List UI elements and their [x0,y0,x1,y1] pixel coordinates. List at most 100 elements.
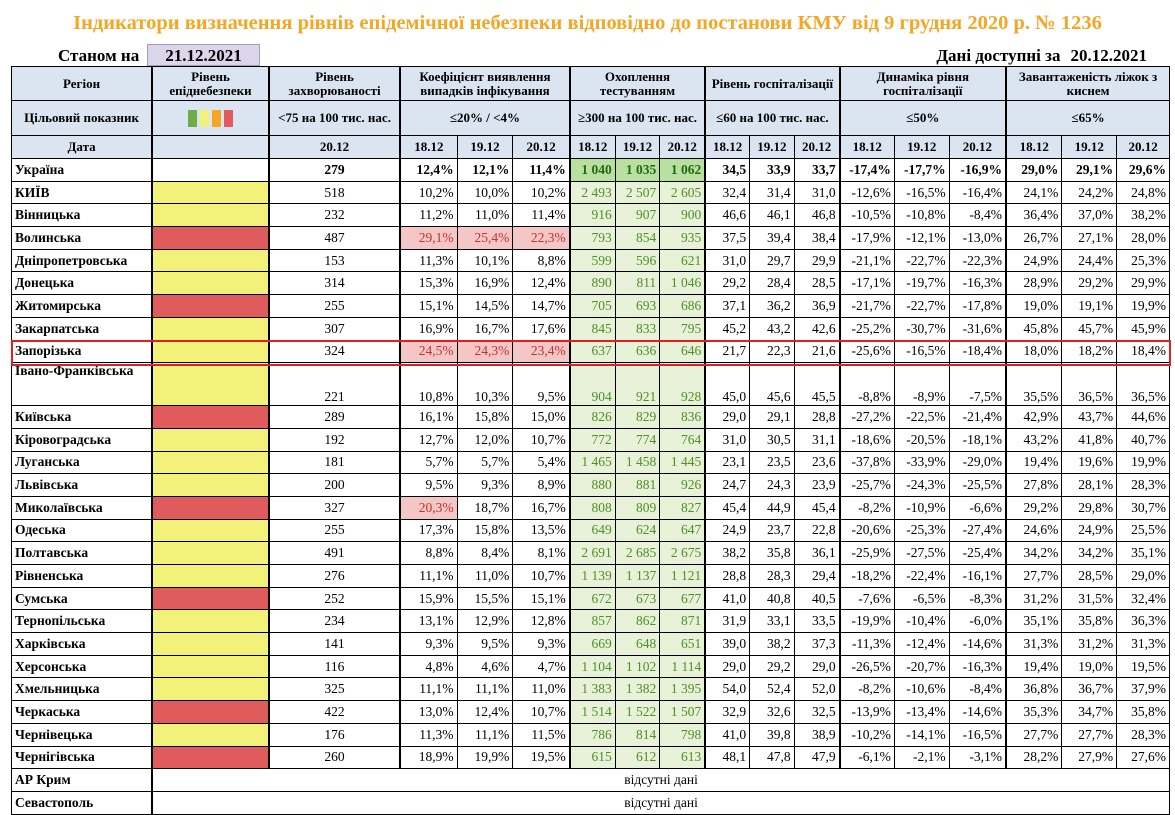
oxygen-beds-value: 36,7% [1061,677,1118,702]
oxygen-beds-value: 42,9% [1005,405,1063,429]
hospitalization-value: 38,2 [704,541,751,565]
hosp-dynamics-value: -18,1% [948,427,1008,452]
detection-value: 14,7% [512,294,571,318]
region-name: Черкаська [11,700,154,724]
incidence-value: 289 [268,405,402,429]
oxygen-beds-value: 24,6% [1005,518,1063,543]
legend-swatch [224,109,233,127]
incidence-value: 176 [268,722,402,747]
testing-value: 935 [659,226,707,250]
oxygen-beds-value: 30,7% [1116,495,1170,520]
oxygen-beds-value: 38,2% [1116,203,1170,228]
date-level [151,135,270,159]
oxygen-beds-value: 24,1% [1005,180,1063,205]
oxygen-beds-value: 18,4% [1116,339,1170,364]
hosp-dynamics-value: -8,4% [948,677,1008,702]
table-row: Кіровоградська 192 12,7% 12,0% 10,7% 772 774 76… [11,427,1170,452]
hosp-dynamics-value: -12,4% [893,632,950,656]
detection-value: 15,9% [399,586,458,611]
detection-value: 16,7% [456,316,514,341]
oxygen-beds-value: 32,4% [1116,586,1170,611]
incidence-value: 260 [268,745,402,770]
hosp-dynamics-value: -17,4% [839,158,895,182]
testing-value: 672 [569,586,616,611]
testing-value: 1 121 [659,564,707,588]
testing-value: 615 [569,745,616,770]
oxygen-beds-value: 24,9% [1061,518,1118,543]
hospitalization-value: 28,5 [793,271,841,296]
hospitalization-value: 22,3 [749,339,795,364]
missing-data-note: відсутні дані [151,790,1171,815]
oxygen-beds-value: 29,2% [1005,495,1063,520]
region-name: Кіровоградська [11,427,154,452]
incidence-value: 255 [268,518,402,543]
hosp-dynamics-value: -27,5% [893,541,950,565]
oxygen-beds-value: 31,2% [1061,632,1118,656]
incidence-value: 325 [268,677,402,702]
testing-value: 1 137 [614,564,661,588]
hosp-dynamics-value: -17,1% [839,271,895,296]
date-testing-3: 20.12 [659,135,707,159]
incidence-value: 491 [268,541,402,565]
hosp-dynamics-value: -8,2% [839,677,895,702]
date-dyn-1: 18.12 [839,135,895,159]
oxygen-beds-value: 29,8% [1061,495,1118,520]
region-name: Полтавська [11,541,154,565]
date-beds-1: 18.12 [1005,135,1063,159]
hosp-dynamics-value: -13,9% [839,700,895,724]
hosp-dynamics-value: -14,6% [948,632,1008,656]
table-row: Сумська 252 15,9% 15,5% 15,1% 672 673 677 41,0 40… [11,586,1170,611]
hospitalization-value: 38,9 [793,722,841,747]
header-epidemic-level: Рівень епіднебезпеки [151,66,270,101]
testing-value: 793 [569,226,616,250]
detection-value: 18,7% [456,495,514,520]
table-row: Закарпатська 307 16,9% 16,7% 17,6% 845 833 795 4… [11,316,1170,341]
hosp-dynamics-value: -31,6% [948,316,1008,341]
date-beds-3: 20.12 [1116,135,1170,159]
oxygen-beds-value: 31,3% [1116,632,1170,656]
hospitalization-value: 37,5 [704,226,751,250]
date-label: Дата [11,135,154,159]
hospitalization-value: 41,0 [704,722,751,747]
hosp-dynamics-value: -37,8% [839,450,895,475]
oxygen-beds-value: 36,5% [1116,362,1170,407]
hosp-dynamics-value: -17,9% [839,226,895,250]
oxygen-beds-value: 24,2% [1061,180,1118,205]
date-detection-1: 18.12 [399,135,458,159]
detection-value: 17,3% [399,518,458,543]
testing-value: 705 [569,294,616,318]
detection-value: 12,4% [399,158,458,182]
detection-value: 12,4% [512,271,571,296]
testing-value: 1 102 [614,654,661,679]
detection-value: 11,0% [456,203,514,228]
oxygen-beds-value: 19,9% [1116,294,1170,318]
date-dyn-3: 20.12 [948,135,1008,159]
detection-value: 29,1% [399,226,458,250]
incidence-value: 192 [268,427,402,452]
oxygen-beds-value: 37,0% [1061,203,1118,228]
testing-value: 2 685 [614,541,661,565]
detection-value: 15,1% [399,294,458,318]
oxygen-beds-value: 19,0% [1061,654,1118,679]
hosp-dynamics-value: -18,4% [948,339,1008,364]
oxygen-beds-value: 27,7% [1005,722,1063,747]
hospitalization-value: 39,8 [749,722,795,747]
page-title: Індикатори визначення рівнів епідемічної… [73,12,1102,34]
epidemic-level-cell [151,450,270,475]
oxygen-beds-value: 24,8% [1116,180,1170,205]
oxygen-beds-value: 34,7% [1061,700,1118,724]
detection-value: 11,3% [399,248,458,273]
testing-value: 651 [659,632,707,656]
incidence-value: 221 [268,362,402,407]
level-legend [151,100,270,136]
oxygen-beds-value: 27,1% [1061,226,1118,250]
testing-value: 1 046 [659,271,707,296]
oxygen-beds-value: 18,0% [1005,339,1063,364]
hospitalization-value: 29,0 [704,654,751,679]
incidence-value: 276 [268,564,402,588]
target-label: Цільовий показник [11,100,154,136]
testing-value: 669 [569,632,616,656]
testing-value: 786 [569,722,616,747]
hosp-dynamics-value: -8,4% [948,203,1008,228]
epidemic-level-cell [151,541,270,565]
